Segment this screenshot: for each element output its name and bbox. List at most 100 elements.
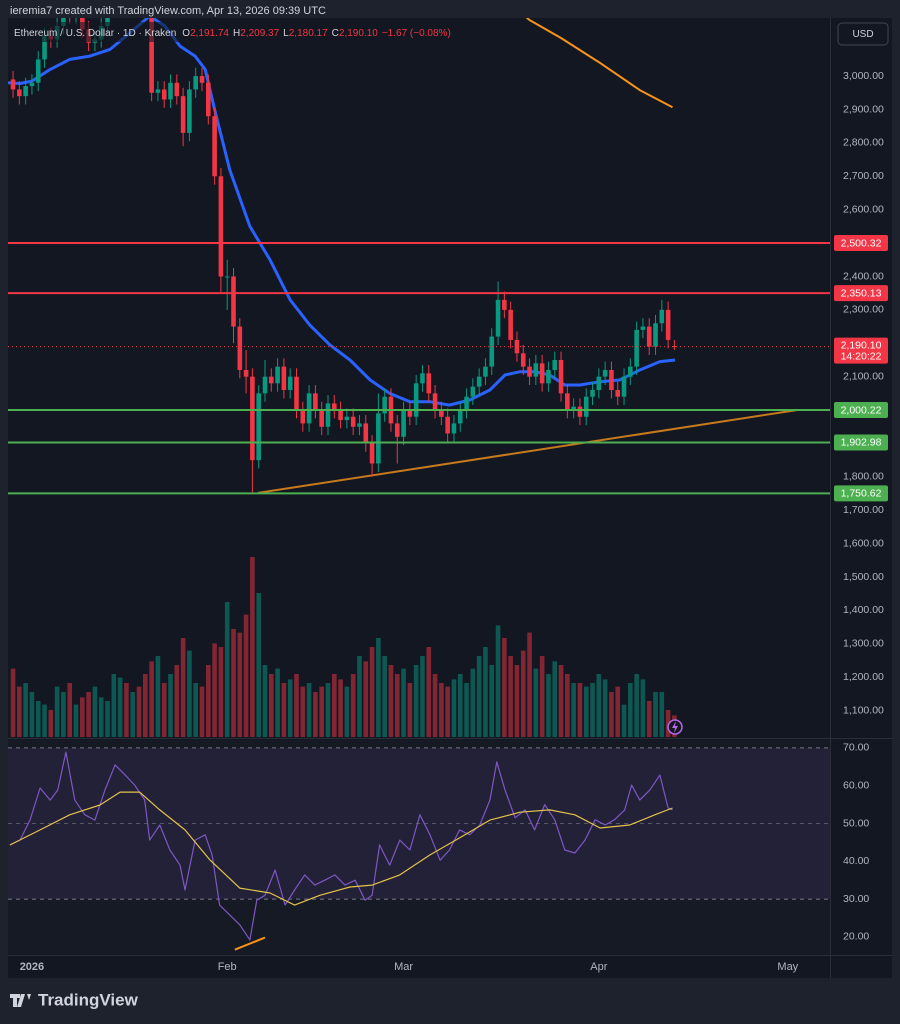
candle-body [168,82,173,100]
volume-bar [325,683,331,737]
candle-body [464,396,469,411]
candle-body [546,369,551,384]
volume-bar [527,632,532,737]
volume-bar [628,683,633,737]
volume-bar [464,683,469,737]
candle-body [281,366,287,391]
candle-body [615,390,621,397]
volume-bar [376,638,381,737]
candle-body [628,366,633,377]
candle-body [29,82,35,87]
volume-bar [180,638,186,737]
candle-body [609,369,614,391]
candle-body [344,416,350,421]
candle-body [420,373,425,384]
currency-button[interactable] [837,22,889,46]
volume-bar [92,686,98,737]
candle-body [621,376,627,397]
price-pane [8,18,830,737]
volume-bar [42,704,47,737]
volume-bar [313,692,318,737]
currency-label[interactable]: USD [852,29,873,40]
last-price-label: 2,190.10 [841,339,882,351]
volume-bar [256,593,261,737]
volume-bar [470,668,476,737]
volume-bar [319,686,324,737]
ohlc-key: C [332,28,339,39]
volume-bar [294,674,299,737]
volume-bar [621,704,627,737]
candle-body [590,390,595,397]
candle-body [426,373,432,394]
candle-body [23,86,28,97]
candle-body [231,276,236,327]
volume-bar [344,686,350,737]
candle-body [470,386,476,397]
candle-body [502,299,507,310]
volume-bar [577,683,583,737]
candle-body [35,59,41,83]
y-tick-label: 2,600.00 [843,203,884,215]
volume-bar [117,677,123,737]
volume-bar [483,647,488,737]
volume-bar [413,665,419,737]
volume-bar [80,697,85,737]
candle-body [634,329,639,367]
candle-body [331,403,337,411]
candle-body [224,276,230,278]
candle-body [646,326,652,347]
candle-body [476,376,482,387]
ohlc-key: H [233,28,240,39]
candle-body [483,366,488,377]
volume-bar [231,629,236,737]
y-tick-label: 1,400.00 [843,604,884,616]
volume-bar [640,679,646,737]
volume-bar [426,647,432,737]
candle-body [42,36,47,60]
candle-body [300,410,306,424]
level-label: 2,350.13 [841,287,882,299]
candle-body [338,410,343,421]
volume-bar [212,643,217,737]
level-tag [834,401,888,418]
candle-body [401,410,406,437]
candle-body [376,413,381,464]
volume-bar [262,665,268,737]
volume-bar [243,614,249,737]
last-price-tag [834,337,888,364]
volume-bar [583,686,589,737]
volume-bar [54,686,60,737]
volume-bar [193,683,199,737]
y-tick-label: 2,300.00 [843,304,884,316]
candle-body [199,76,205,83]
indicator-line [525,18,673,109]
rsi-tick-label: 60.00 [843,780,869,792]
rsi-line [9,791,673,906]
volume-bar [86,692,91,737]
volume-bar [124,683,129,737]
x-tick-label: Feb [218,961,237,973]
candle-body [533,363,539,377]
candle-body [325,403,331,427]
candle-body [250,376,255,461]
y-tick-label: 3,000.00 [843,70,884,82]
volume-bar [634,674,639,737]
volume-bar [602,679,608,737]
x-tick-label: Mar [394,961,413,973]
volume-bar [111,674,117,737]
candle-body [565,393,570,411]
candle-body [520,353,526,367]
level-tag [834,434,888,451]
indicator-line [257,409,797,494]
volume-bar [558,665,564,737]
ohlc-value: 2,180.17 [289,28,328,39]
volume-bar [615,686,621,737]
candle-body [294,376,299,411]
candle-body [180,96,186,133]
volume-bar [533,668,539,737]
y-tick-label: 1,200.00 [843,671,884,683]
candle-body [640,326,646,330]
ohlc-key: L [283,28,289,39]
ohlc-key: O [182,28,190,39]
